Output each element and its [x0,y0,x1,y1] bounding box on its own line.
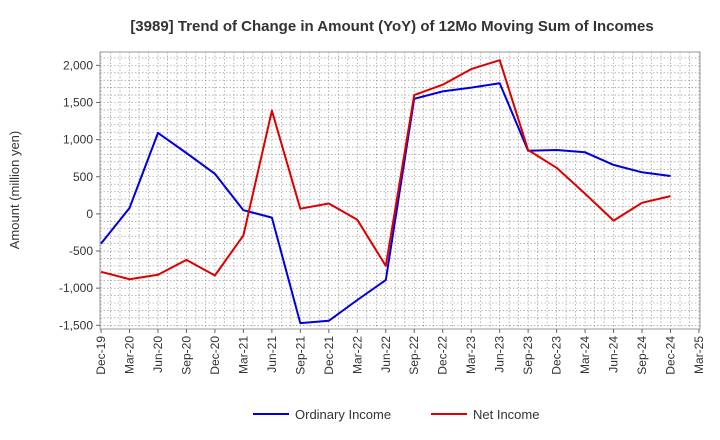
x-tick-label: Mar-21 [236,336,250,374]
x-tick-label: Sep-22 [407,336,421,375]
y-tick-label: 1,500 [63,95,93,109]
y-tick-label: -1,000 [59,281,93,295]
x-tick-label: Dec-19 [94,336,108,375]
x-tick-label: Mar-24 [578,336,592,374]
x-tick-label: Jun-21 [265,336,279,373]
x-tick-label: Dec-21 [322,336,336,375]
x-tick-label: Sep-20 [179,336,193,375]
x-tick-label: Sep-21 [293,336,307,375]
x-tick-label: Jun-23 [493,336,507,373]
x-tick-label: Sep-23 [521,336,535,375]
x-tick-label: Dec-20 [208,336,222,375]
chart-title: [3989] Trend of Change in Amount (YoY) o… [130,18,653,35]
y-tick-label: -500 [69,244,93,258]
x-tick-label: Jun-20 [151,336,165,373]
x-tick-label: Sep-24 [635,336,649,375]
y-tick-label: 0 [86,207,93,221]
x-tick-label: Dec-23 [550,336,564,375]
plot-frame [99,51,701,330]
legend-label: Net Income [473,407,539,422]
y-tick-label: 500 [73,170,93,184]
x-tick-label: Mar-25 [692,336,706,374]
x-tick-label: Jun-24 [607,336,621,373]
x-tick-label: Mar-23 [464,336,478,374]
series-line-ordinary-income [100,82,671,325]
y-axis: -1,500 -1,000 -500 0 500 1,000 1,500 2,000 [59,58,100,332]
x-axis: Dec-19 Mar-20 Jun-20 Sep-20 Dec-20 Mar-21 Jun-… [94,329,706,375]
legend-label: Ordinary Income [295,407,391,422]
y-axis-label: Amount (million yen) [7,131,22,250]
y-tick-label: 2,000 [63,58,93,72]
x-tick-label: Mar-20 [122,336,136,374]
legend: Ordinary Income Net Income [253,407,539,422]
series-line-net-income [100,59,671,281]
x-tick-label: Dec-22 [436,336,450,375]
x-tick-label: Jun-22 [379,336,393,373]
series-lines [100,59,671,325]
y-tick-label: -1,500 [59,318,93,332]
y-tick-label: 1,000 [63,133,93,147]
x-tick-label: Dec-24 [664,336,678,375]
x-tick-label: Mar-22 [350,336,364,374]
